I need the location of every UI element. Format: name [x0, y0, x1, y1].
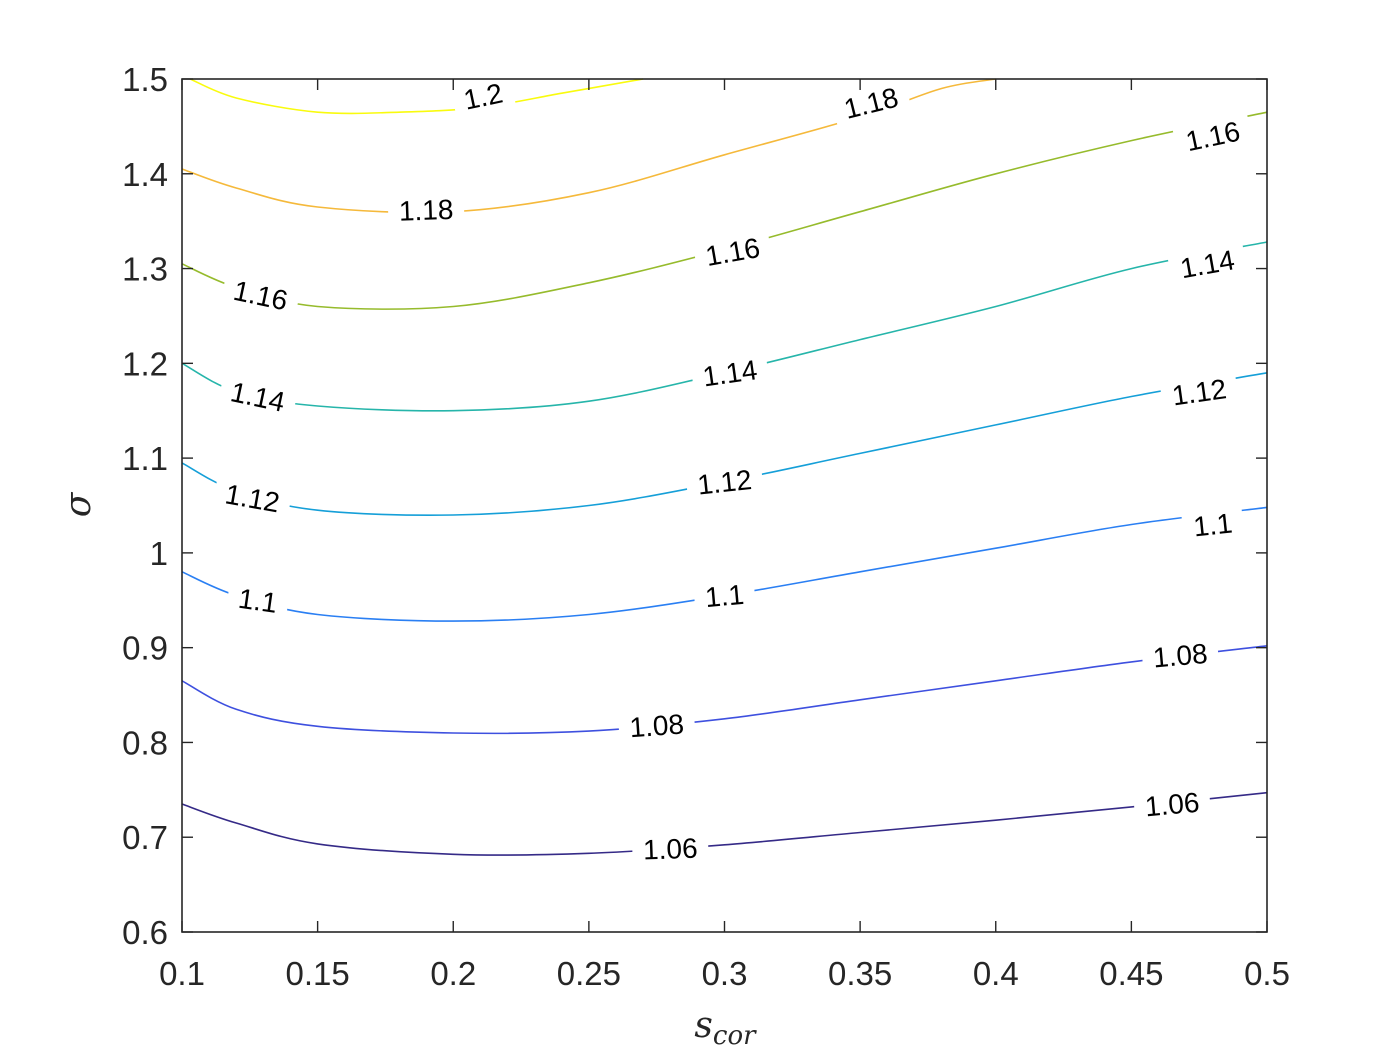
contour-label: 1.18: [398, 194, 454, 227]
x-axis-label-main: s: [694, 1005, 712, 1046]
contour-label-gap: [1180, 502, 1245, 545]
contour-line-1.1: [181, 506, 1268, 622]
x-tick-label: 0.4: [973, 955, 1019, 992]
contour-label-group: 1.08: [1140, 632, 1220, 676]
contour-label-group: 1.1: [692, 573, 757, 616]
contour-label: 1.06: [643, 833, 699, 866]
contour-label-gap: [387, 189, 465, 229]
y-tick-label: 1.2: [122, 345, 168, 382]
y-tick-label: 1.3: [122, 251, 168, 288]
contour-label-group: 1.14: [689, 348, 770, 395]
contour-label-gap: [691, 226, 773, 275]
y-tick-label: 1.1: [122, 440, 168, 477]
contour-label-group: 1.06: [631, 828, 709, 867]
contour-line-1.16: [181, 111, 1268, 310]
contour-label-gap: [225, 577, 291, 622]
y-tick-label: 1.4: [122, 156, 168, 193]
plot-background: [182, 79, 1267, 932]
x-tick-label: 0.3: [702, 955, 748, 992]
y-tick-label: 0.6: [122, 914, 168, 951]
y-tick-label: 1: [150, 535, 168, 572]
x-tick-label: 0.2: [430, 955, 476, 992]
contour-label-group: 1.06: [1132, 781, 1212, 825]
y-tick-label: 0.9: [122, 630, 168, 667]
x-tick-label: 0.1: [159, 955, 205, 992]
contour-label-group: 1.1: [225, 577, 291, 622]
contour-label: 1.1: [704, 579, 745, 613]
contour-label-gap: [1171, 109, 1254, 161]
contour-label-gap: [631, 828, 709, 867]
contour-label: 1.14: [701, 354, 759, 392]
contour-label-group: 1.12: [684, 458, 765, 503]
y-tick-label: 0.8: [122, 724, 168, 761]
contour-label: 1.08: [1152, 638, 1209, 674]
x-axis-label-subscript: cor: [713, 1021, 757, 1050]
contour-label-gap: [689, 348, 770, 395]
x-axis-ticks: 0.1 0.15 0.2 0.25 0.3 0.35 0.4 0.45 0.5: [159, 79, 1290, 992]
contour-label-gap: [219, 268, 302, 320]
contour-label-gap: [212, 472, 294, 522]
x-tick-label: 0.25: [557, 955, 621, 992]
contour-lines: [181, 78, 1268, 856]
contour-label-group: 1.18: [387, 189, 465, 229]
contour-label-gap: [1140, 632, 1220, 676]
contour-label-group: 1.12: [1158, 367, 1240, 414]
contour-label-gap: [829, 75, 912, 129]
x-tick-label: 0.15: [286, 955, 350, 992]
contour-label-group: 1.2: [449, 71, 517, 120]
y-axis-label: σ: [58, 491, 99, 517]
contour-label: 1.12: [1170, 373, 1228, 411]
contour-label-gap: [617, 703, 696, 746]
contour-label: 1.1: [1192, 508, 1234, 543]
contour-label-gap: [1132, 781, 1212, 825]
y-tick-label: 0.7: [122, 819, 168, 856]
x-tick-label: 0.35: [828, 955, 892, 992]
x-axis-label: scor: [694, 1005, 757, 1050]
contour-line-1.14: [181, 241, 1268, 412]
contour-line-1.2: [189, 78, 644, 115]
contour-label: 1.08: [628, 709, 685, 744]
contour-label: 1.1: [236, 583, 279, 619]
x-tick-label: 0.45: [1099, 955, 1163, 992]
contour-label-gap: [1158, 367, 1240, 414]
y-tick-label: 1.5: [122, 61, 168, 98]
contour-label-gap: [217, 370, 300, 422]
y-axis-ticks: 0.6 0.7 0.8 0.9 1 1.1 1.2 1.3 1.4 1.5: [122, 61, 1267, 951]
x-tick-label: 0.5: [1244, 955, 1290, 992]
contour-label: 1.12: [696, 464, 753, 501]
contour-label: 1.06: [1144, 787, 1201, 823]
contour-label-group: 1.08: [617, 703, 696, 746]
contour-labels: 1.061.061.081.081.1 1.11.11.12 1.121.121.1…: [212, 71, 1254, 867]
contour-label-gap: [1166, 238, 1248, 288]
contour-label-gap: [449, 71, 517, 120]
contour-label-gap: [692, 573, 757, 616]
contour-label-gap: [684, 458, 765, 503]
contour-label-group: 1.1: [1180, 502, 1245, 545]
